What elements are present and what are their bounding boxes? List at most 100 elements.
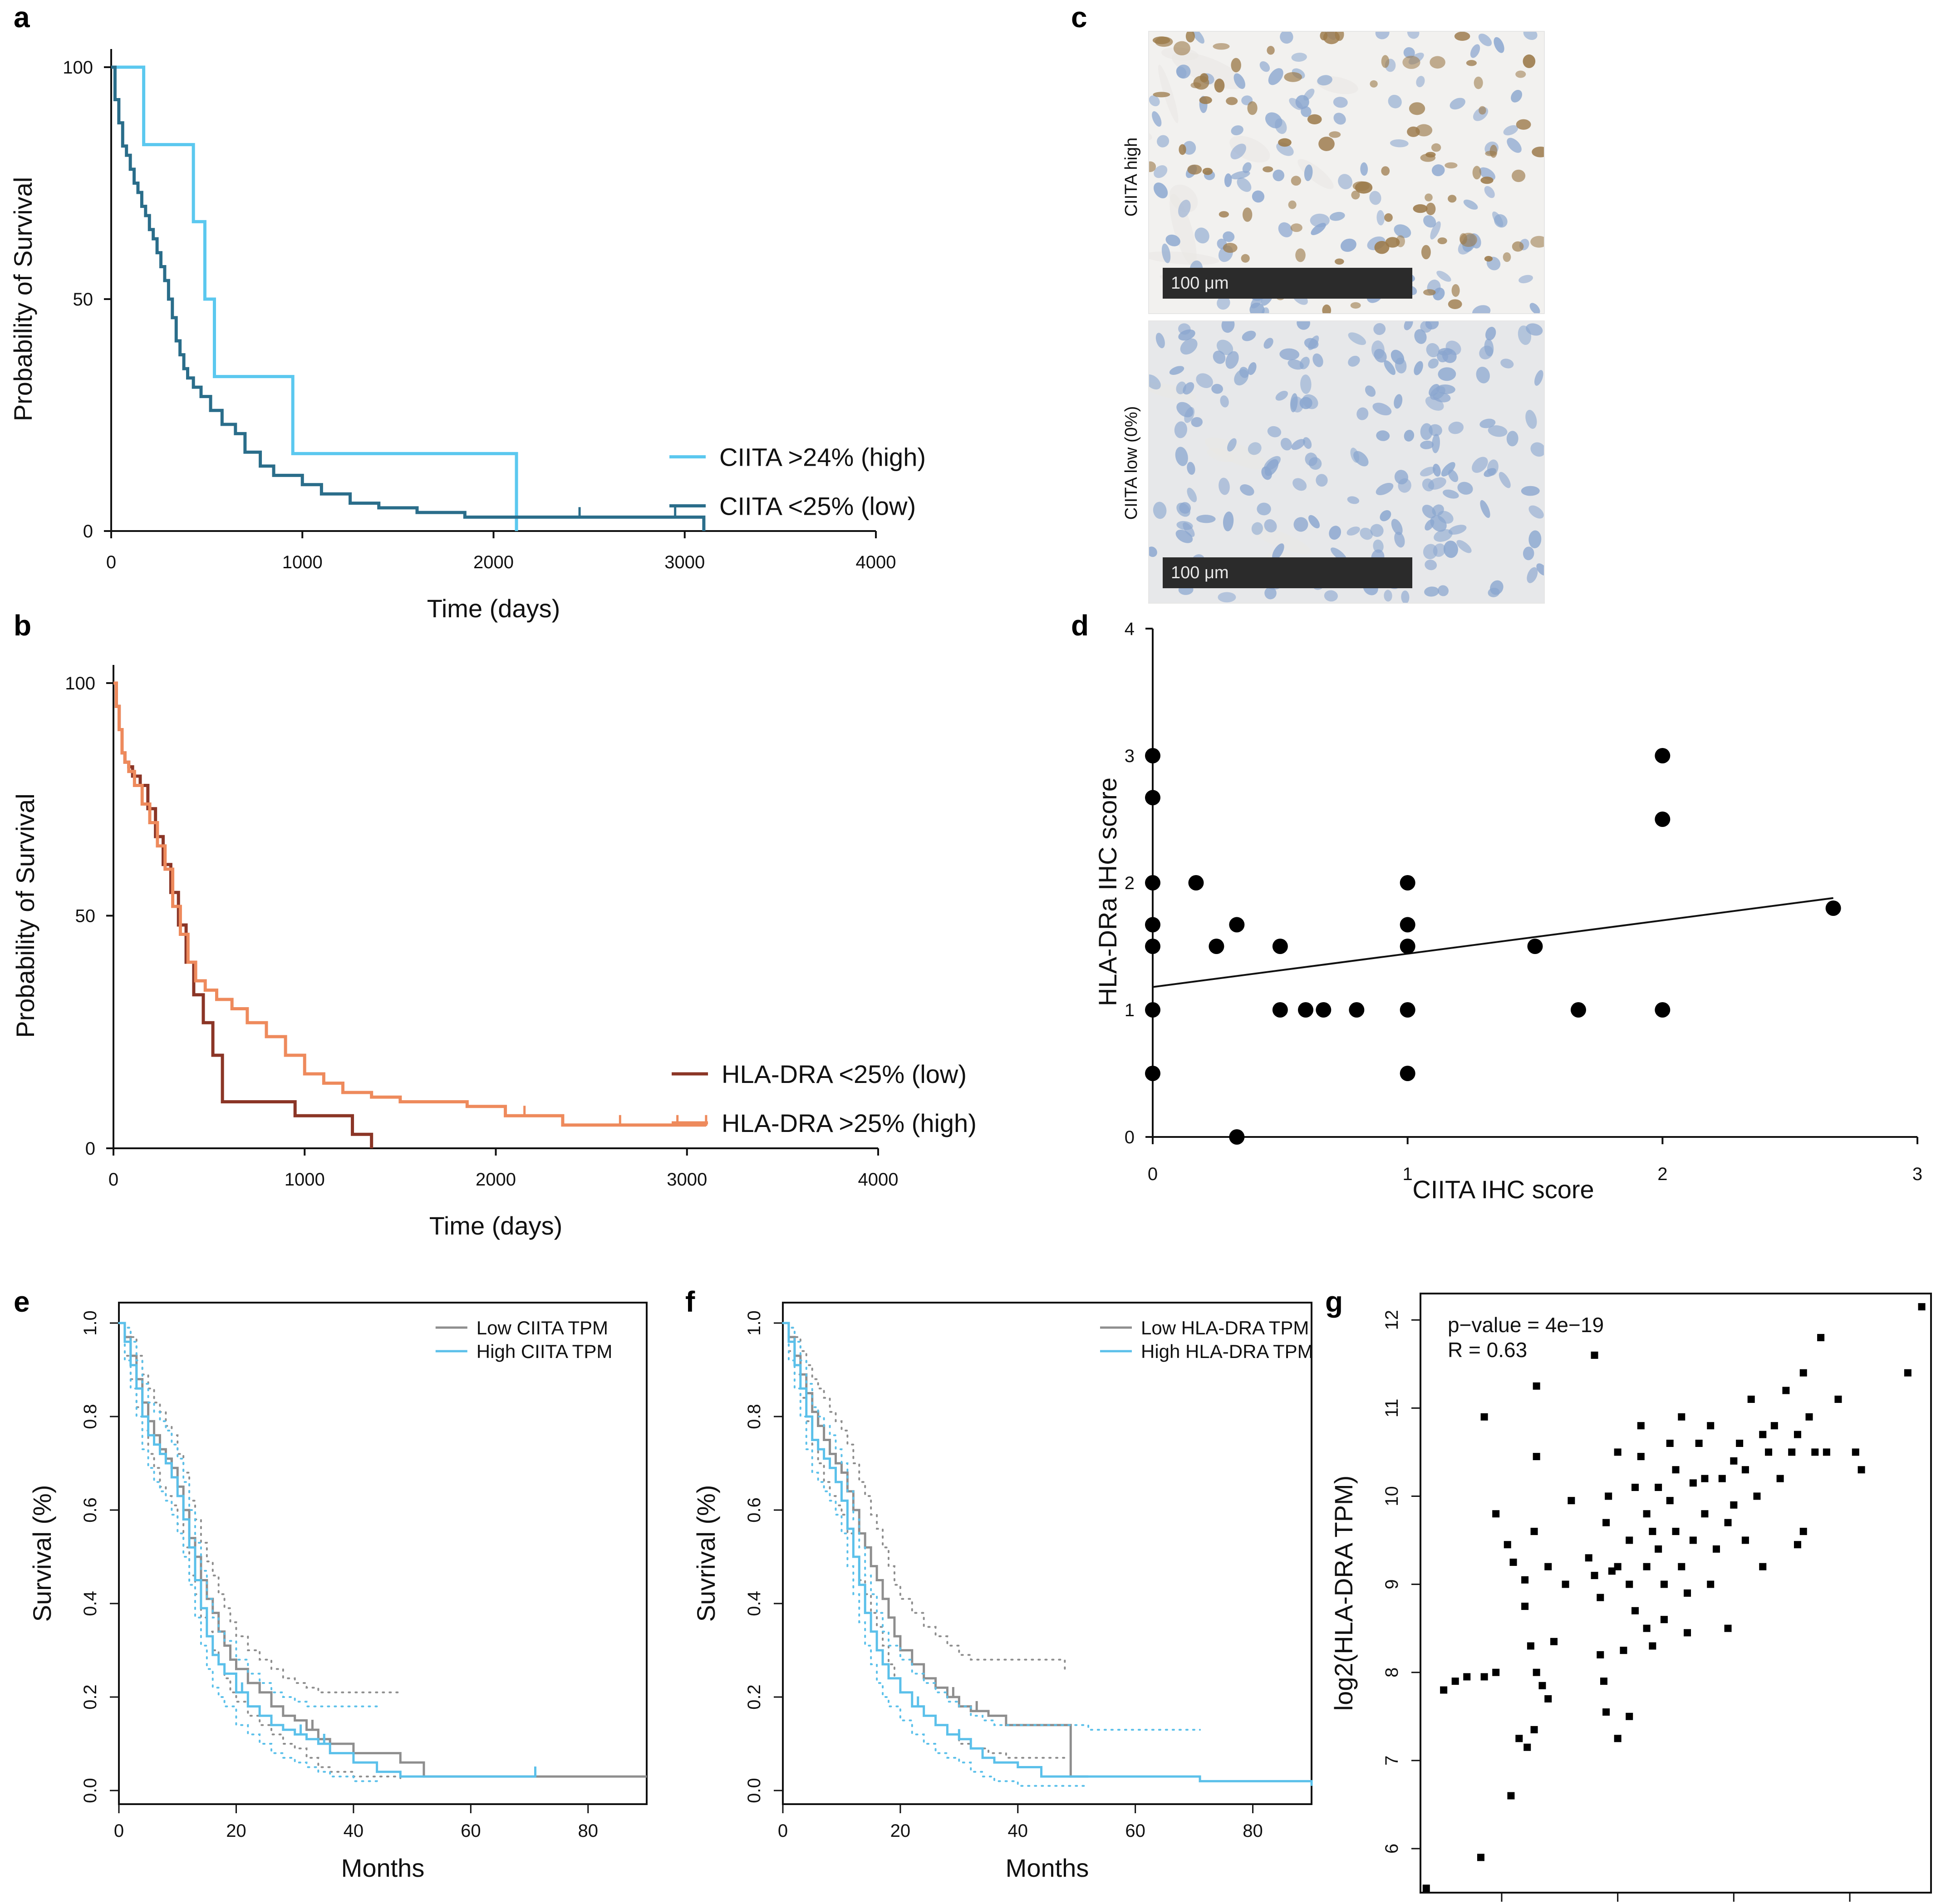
nucleus [1479, 167, 1496, 181]
y-tick-label: 0.4 [80, 1591, 100, 1616]
dab-stain [1318, 137, 1335, 151]
nucleus [1375, 32, 1390, 39]
data-point [1515, 1735, 1523, 1742]
data-point [1918, 1303, 1926, 1311]
nucleus [1223, 511, 1234, 531]
nucleus [1394, 224, 1411, 238]
nucleus [1376, 430, 1390, 441]
nucleus [1433, 543, 1446, 557]
nucleus [1169, 366, 1184, 375]
dab-stain [1384, 213, 1393, 222]
data-point [1626, 1712, 1633, 1720]
nucleus [1472, 457, 1488, 473]
data-point [1533, 1382, 1540, 1390]
x-tick-label: 1000 [282, 552, 323, 572]
dab-stain [1320, 32, 1328, 40]
dab-stain [1430, 56, 1445, 69]
data-point [1672, 1466, 1680, 1474]
x-tick-label: 60 [1125, 1821, 1145, 1841]
nucleus [1416, 76, 1425, 88]
data-point [1400, 875, 1415, 891]
nucleus [1380, 510, 1391, 522]
y-tick-label: 3 [1125, 746, 1135, 766]
nucleus [1523, 32, 1538, 40]
nucleus [1180, 338, 1198, 355]
series-e-0 [118, 1322, 647, 1782]
nucleus [1443, 541, 1458, 558]
nucleus [1268, 68, 1283, 85]
data-point [1655, 1484, 1662, 1491]
nucleus [1267, 426, 1282, 438]
nucleus [1527, 567, 1538, 583]
annotation-text: R = 0.63 [1448, 1338, 1527, 1362]
nucleus [1154, 165, 1168, 178]
data-point [1684, 1589, 1691, 1597]
nucleus [1302, 437, 1312, 449]
data-point [1794, 1541, 1801, 1549]
dab-stain [1263, 166, 1273, 172]
survival-curve [119, 1322, 647, 1778]
nucleus [1511, 89, 1523, 103]
dab-stain [1307, 114, 1322, 124]
x-tick-label: 3000 [664, 552, 705, 572]
dab-stain [1413, 204, 1428, 213]
nucleus [1470, 44, 1480, 58]
y-tick-label: 100 [65, 674, 95, 694]
data-point [1602, 1708, 1610, 1716]
data-point [1145, 917, 1160, 933]
dab-stain [1267, 46, 1275, 55]
axes-f: 0 20 40 60 80 0.0 0.2 0.4 0.6 0.8 1.0 Months Suvriva… [692, 1302, 1312, 1882]
nucleus [1457, 482, 1473, 495]
y-tick-label: 100 [63, 58, 93, 78]
nucleus [1484, 339, 1494, 357]
data-point [1400, 939, 1415, 954]
nucleus [1376, 482, 1394, 496]
y-tick-label: 0 [1125, 1127, 1135, 1147]
data-point [1765, 1448, 1773, 1456]
data-point [1695, 1440, 1703, 1447]
data-point [1655, 812, 1671, 827]
dab-stain [1291, 176, 1302, 186]
data-point [1188, 875, 1204, 891]
nucleus [1394, 394, 1403, 409]
nucleus [1305, 453, 1317, 466]
y-tick-label: 0.6 [80, 1497, 100, 1523]
nucleus [1149, 546, 1157, 557]
nucleus [1153, 502, 1167, 519]
nucleus [1165, 234, 1180, 246]
dab-stain [1448, 299, 1462, 309]
nucleus [1456, 540, 1472, 553]
data-point [1527, 1642, 1534, 1650]
ci-upper-line [782, 1322, 1201, 1731]
data-point [1805, 1413, 1813, 1421]
data-point [1770, 1422, 1778, 1430]
axes-b: 0 1000 2000 3000 4000 0 50 100 Time (days) Probab… [11, 665, 898, 1240]
nucleus [1488, 425, 1508, 437]
dab-stain [1485, 151, 1497, 157]
survival-curve [113, 681, 373, 1148]
y-tick-label: 0 [85, 1139, 95, 1159]
data-point [1605, 1492, 1612, 1500]
data-point [1799, 1528, 1807, 1535]
data-point [1684, 1629, 1691, 1637]
data-point [1550, 1638, 1558, 1645]
nucleus [1360, 527, 1373, 540]
nucleus [1371, 340, 1385, 359]
data-point [1834, 1395, 1842, 1403]
axes-g: 12346789101112log2(CIITA TPM)log2(HLA-DR… [1329, 1293, 1932, 1902]
nucleus [1227, 438, 1237, 452]
data-point [1707, 1422, 1715, 1430]
data-point [1788, 1448, 1796, 1456]
nucleus [1176, 66, 1187, 78]
x-axis-title: Time (days) [427, 594, 560, 623]
panel-letter-a: a [14, 1, 30, 34]
data-point [1504, 1541, 1511, 1549]
nucleus [1196, 373, 1213, 388]
nucleus [1264, 519, 1277, 533]
nucleus [1264, 459, 1279, 476]
dab-stain [1155, 36, 1173, 47]
x-tick-label: 0 [114, 1821, 124, 1841]
dab-stain [1202, 167, 1213, 175]
data-point [1689, 1536, 1697, 1544]
